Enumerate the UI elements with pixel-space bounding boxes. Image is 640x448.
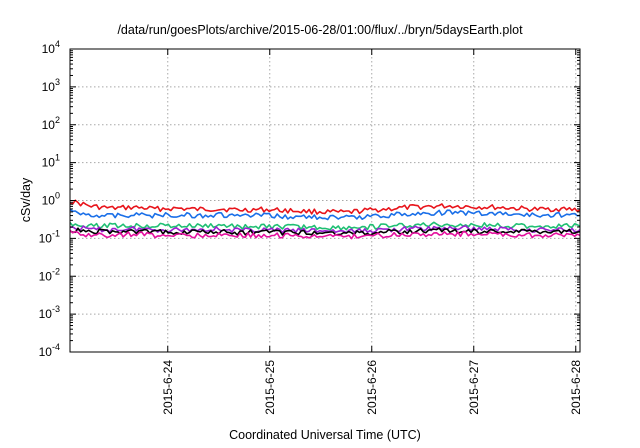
y-tick-exponent: 4 xyxy=(55,39,60,49)
y-tick-label: 103 xyxy=(42,77,60,94)
y-tick-base: 10 xyxy=(39,269,53,283)
x-tick-label: 2015-6-27 xyxy=(467,360,481,415)
chart-title: /data/run/goesPlots/archive/2015-06-28/0… xyxy=(117,23,523,37)
y-tick-base: 10 xyxy=(42,156,56,170)
y-tick-label: 10-3 xyxy=(39,304,60,321)
grid xyxy=(70,49,580,352)
y-tick-exponent: 2 xyxy=(55,115,60,125)
series-line xyxy=(69,227,581,236)
y-tick-exponent: 3 xyxy=(55,77,60,87)
y-tick-base: 10 xyxy=(42,194,56,208)
y-tick-base: 10 xyxy=(42,80,56,94)
series-line xyxy=(69,221,581,231)
y-tick-label: 102 xyxy=(42,115,60,132)
series-line xyxy=(69,229,581,240)
y-tick-exponent: 1 xyxy=(55,153,60,163)
x-tick-label: 2015-6-24 xyxy=(161,360,175,415)
y-tick-label: 10-4 xyxy=(39,342,60,359)
x-tick-labels: 2015-6-24 2015-6-25 2015-6-26 2015-6-27 2015… xyxy=(161,360,583,415)
y-tick-exponent: -2 xyxy=(52,266,60,276)
axis-ticks xyxy=(70,48,580,353)
y-tick-label: 101 xyxy=(42,153,60,170)
y-tick-exponent: -4 xyxy=(52,342,60,352)
x-axis-label: Coordinated Universal Time (UTC) xyxy=(229,428,421,442)
y-tick-base: 10 xyxy=(42,118,56,132)
series-line xyxy=(69,199,581,215)
x-tick-label: 2015-6-25 xyxy=(263,360,277,415)
y-tick-base: 10 xyxy=(39,307,53,321)
y-tick-base: 10 xyxy=(39,231,53,245)
y-tick-base: 10 xyxy=(39,345,53,359)
y-tick-exponent: -3 xyxy=(52,304,60,314)
y-tick-base: 10 xyxy=(42,42,56,56)
x-tick-label: 2015-6-26 xyxy=(365,360,379,415)
series-line xyxy=(69,208,581,221)
y-tick-label: 10-2 xyxy=(39,266,60,283)
y-axis-label: cSv/day xyxy=(19,177,33,222)
x-tick-label: 2015-6-28 xyxy=(569,360,583,415)
y-tick-exponent: 0 xyxy=(55,191,60,201)
series-layer xyxy=(69,199,581,240)
y-tick-label: 104 xyxy=(42,39,60,56)
y-tick-label: 100 xyxy=(42,191,60,208)
y-tick-label: 10-1 xyxy=(39,228,60,245)
y-tick-exponent: -1 xyxy=(52,228,60,238)
